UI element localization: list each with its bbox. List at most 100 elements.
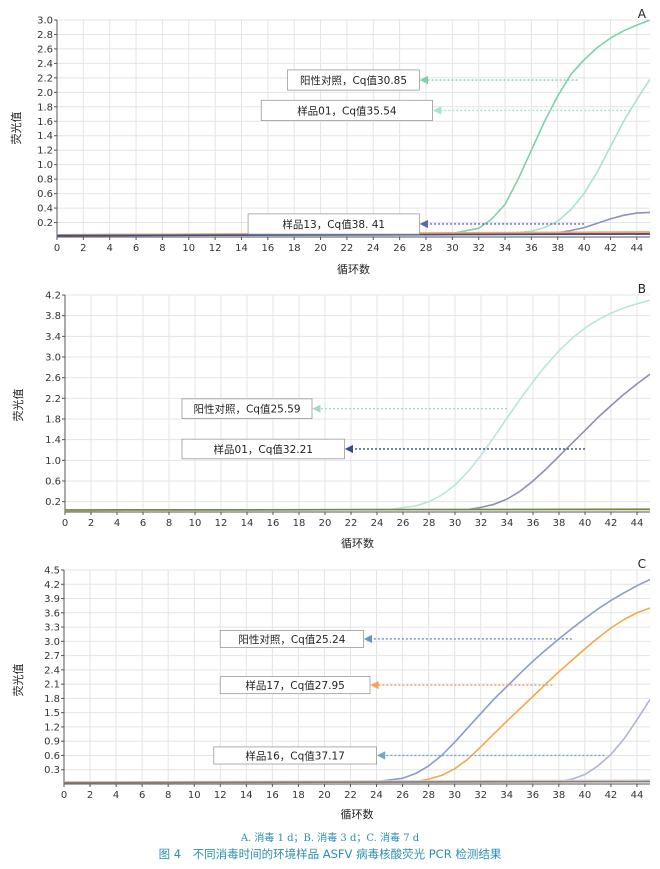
x-tick-label: 34 <box>501 518 514 529</box>
y-tick-label: 3.3 <box>44 623 60 634</box>
chart-panel-b: 0 2 4 6 8 10 12 14 16 18 20 22 24 26 28 30 32 34 36 38 40 42 4… <box>11 282 650 550</box>
x-tick-label: 16 <box>267 518 280 529</box>
y-tick-label: 3.0 <box>37 16 53 27</box>
x-tick-label: 34 <box>500 790 513 801</box>
x-tick-label: 30 <box>449 518 462 529</box>
x-tick-label: 2 <box>87 790 93 801</box>
y-tick-label: 0.6 <box>45 477 61 488</box>
y-tick-label: 1.8 <box>37 102 53 113</box>
series-group <box>57 20 650 237</box>
x-tick-label: 26 <box>397 518 410 529</box>
x-tick-label: 42 <box>604 243 617 254</box>
y-tick-label: 1.4 <box>45 435 61 446</box>
y-tick-label: 4.2 <box>44 580 60 591</box>
x-tick-label: 32 <box>475 518 488 529</box>
x-tick-label: 16 <box>266 790 279 801</box>
x-tick-label: 32 <box>472 243 485 254</box>
x-axis-title: 循环数 <box>337 263 370 276</box>
annotation-2: 样品01，Cq值32.21 <box>181 438 585 460</box>
x-tick-label: 20 <box>314 243 327 254</box>
annotation-box <box>260 99 433 121</box>
x-tick-label: 12 <box>215 518 228 529</box>
annotation-1: 阳性对照，Cq值25.24 <box>219 629 572 648</box>
x-tick-label: 24 <box>371 518 384 529</box>
y-tick-label: 2.1 <box>44 680 60 691</box>
x-tick-label: 36 <box>526 790 539 801</box>
x-tick-label: 44 <box>630 243 643 254</box>
y-tick-label: 1.0 <box>45 456 61 467</box>
x-tick-label: 24 <box>370 790 383 801</box>
series-line-4 <box>65 508 650 511</box>
y-axis-title: 荧光值 <box>11 389 25 422</box>
y-tick-label: 2.6 <box>45 373 61 384</box>
y-tick-label: 0.6 <box>44 751 60 762</box>
x-tick-label: 22 <box>344 790 357 801</box>
x-tick-label: 0 <box>61 790 67 801</box>
series-line-1 <box>57 20 650 236</box>
annotation-1: 阳性对照，Cq值25.59 <box>181 398 507 419</box>
x-tick-label: 4 <box>113 790 119 801</box>
series-line-1 <box>64 578 650 784</box>
y-tick-label: 2.2 <box>37 73 53 84</box>
annotation-box <box>181 398 313 419</box>
x-tick-label: 2 <box>80 243 86 254</box>
y-tick-label: 3.0 <box>45 353 61 364</box>
series-line-2 <box>65 373 650 512</box>
x-tick-label: 10 <box>182 243 195 254</box>
x-tick-label: 36 <box>527 518 540 529</box>
y-tick-label: 1.0 <box>37 160 53 171</box>
x-tick-label: 44 <box>631 790 644 801</box>
y-tick-label: 1.2 <box>44 722 60 733</box>
x-axis-title: 循环数 <box>341 537 374 550</box>
x-tick-label: 38 <box>551 243 564 254</box>
x-tick-label: 30 <box>446 243 459 254</box>
x-tick-label: 40 <box>579 518 592 529</box>
x-tick-label: 38 <box>552 790 565 801</box>
x-tick-label: 14 <box>241 518 254 529</box>
x-tick-label: 30 <box>448 790 461 801</box>
x-tick-label: 10 <box>189 518 202 529</box>
annotation-box <box>181 438 345 460</box>
annotation-2: 样品01，Cq值35.54 <box>260 99 631 121</box>
x-tick-label: 12 <box>214 790 227 801</box>
panel-label: C <box>638 557 646 571</box>
annotation-box <box>213 746 377 765</box>
y-tick-label: 3.4 <box>45 332 61 343</box>
y-tick-label: 0.4 <box>37 204 53 215</box>
panel-label: B <box>638 282 646 296</box>
x-tick-label: 40 <box>578 243 591 254</box>
y-tick-label: 0.2 <box>37 218 53 229</box>
x-tick-label: 8 <box>166 518 172 529</box>
y-tick-label: 1.8 <box>45 415 61 426</box>
series-line-2 <box>57 78 650 236</box>
annotation-label: 样品13，Cq值38. 41 <box>282 218 385 231</box>
x-tick-label: 16 <box>261 243 274 254</box>
x-tick-label: 28 <box>422 790 435 801</box>
x-tick-label: 28 <box>423 518 436 529</box>
y-tick-label: 3.8 <box>45 311 61 322</box>
x-tick-label: 26 <box>396 790 409 801</box>
figure-caption: 图 4 不同消毒时间的环境样品 ASFV 病毒核酸荧光 PCR 检测结果 <box>158 847 502 861</box>
chart-panel-c: 0 2 4 6 8 10 12 14 16 18 20 22 24 26 28 30 32 34 36 38 40 42 4… <box>11 557 650 821</box>
x-tick-label: 2 <box>88 518 94 529</box>
x-tick-label: 0 <box>54 243 60 254</box>
x-tick-label: 6 <box>140 518 146 529</box>
x-axis-title: 循环数 <box>341 808 374 821</box>
y-tick-label: 2.2 <box>45 394 61 405</box>
y-tick-label: 1.6 <box>37 117 53 128</box>
x-tick-label: 14 <box>240 790 253 801</box>
series-group <box>65 299 650 512</box>
plot-area <box>65 295 650 512</box>
x-tick-label: 18 <box>293 518 306 529</box>
y-tick-label: 2.0 <box>37 88 53 99</box>
annotation-box <box>247 213 420 235</box>
x-tick-label: 26 <box>393 243 406 254</box>
annotation-1: 阳性对照，Cq值30.85 <box>287 69 578 91</box>
x-tick-label: 18 <box>288 243 301 254</box>
annotation-label: 样品16，Cq值37.17 <box>245 749 344 762</box>
y-tick-label: 2.6 <box>37 44 53 55</box>
annotation-label: 样品01，Cq值32.21 <box>214 443 313 456</box>
y-tick-label: 0.8 <box>37 175 53 186</box>
x-tick-label: 40 <box>579 790 592 801</box>
